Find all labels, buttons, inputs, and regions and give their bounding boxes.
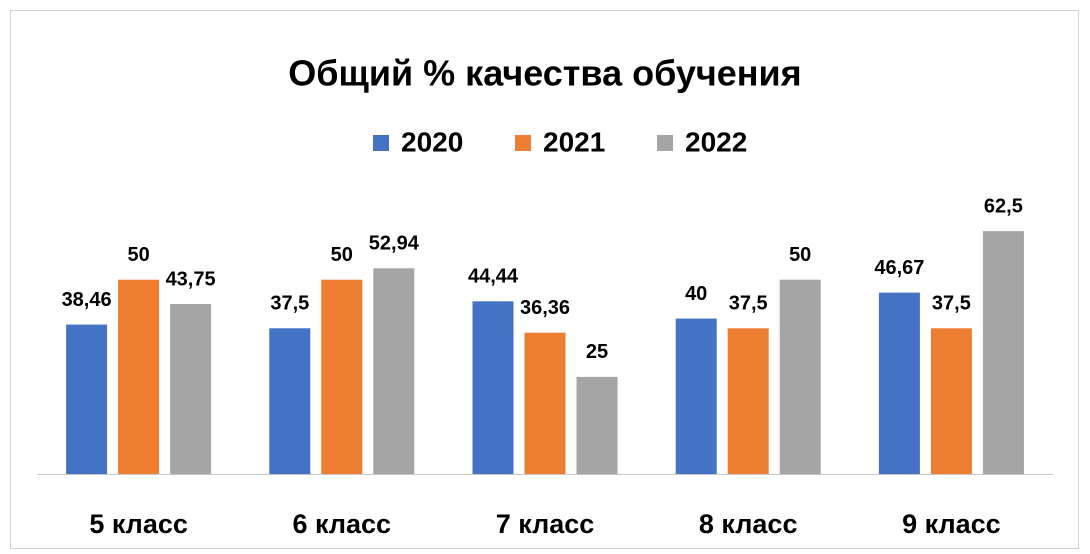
bar bbox=[373, 268, 415, 474]
data-label: 44,44 bbox=[468, 266, 519, 288]
bar bbox=[727, 328, 769, 474]
data-label: 36,36 bbox=[520, 297, 570, 319]
data-label: 38,46 bbox=[62, 289, 112, 311]
x-tick-label: 6 класс bbox=[293, 509, 392, 539]
legend-swatch bbox=[657, 135, 673, 151]
x-tick-label: 5 класс bbox=[89, 509, 188, 539]
bar bbox=[675, 318, 717, 474]
data-label: 50 bbox=[127, 244, 149, 266]
bar bbox=[66, 324, 108, 474]
bar bbox=[321, 279, 363, 474]
bar bbox=[982, 231, 1024, 474]
data-label: 50 bbox=[331, 244, 353, 266]
legend-label: 2021 bbox=[543, 126, 605, 157]
bar bbox=[779, 279, 821, 474]
data-label: 37,5 bbox=[932, 293, 971, 315]
x-tick-label: 9 класс bbox=[902, 509, 1001, 539]
bar bbox=[576, 376, 618, 474]
bar bbox=[930, 328, 972, 474]
data-label: 43,75 bbox=[166, 268, 216, 290]
data-label: 50 bbox=[789, 244, 811, 266]
data-label: 62,5 bbox=[984, 195, 1023, 217]
data-label: 37,5 bbox=[729, 293, 768, 315]
data-label: 46,67 bbox=[874, 257, 924, 279]
legend-swatch bbox=[373, 135, 389, 151]
bar bbox=[472, 301, 514, 474]
data-label: 52,94 bbox=[369, 233, 420, 255]
bar bbox=[170, 304, 212, 474]
x-tick-label: 7 класс bbox=[496, 509, 595, 539]
bar bbox=[269, 328, 311, 474]
bar bbox=[878, 292, 920, 474]
data-label: 37,5 bbox=[270, 293, 309, 315]
bar bbox=[524, 332, 566, 474]
legend-label: 2022 bbox=[685, 126, 747, 157]
chart-title: Общий % качества обучения bbox=[288, 53, 801, 94]
x-tick-label: 8 класс bbox=[699, 509, 798, 539]
bar bbox=[118, 279, 160, 474]
data-label: 40 bbox=[685, 283, 707, 305]
legend-swatch bbox=[515, 135, 531, 151]
legend-label: 2020 bbox=[401, 126, 463, 157]
data-label: 25 bbox=[586, 341, 608, 363]
